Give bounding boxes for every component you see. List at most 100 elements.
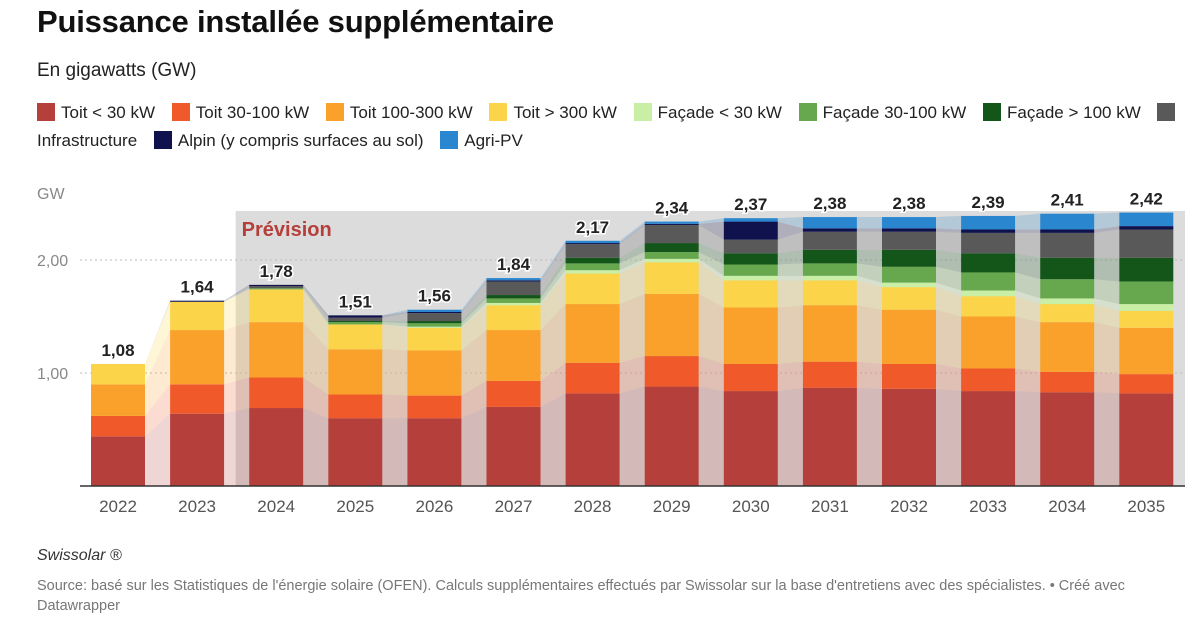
connector-band (461, 406, 487, 486)
bar-segment (328, 322, 383, 325)
legend-label: Façade > 100 kW (1007, 103, 1141, 122)
bar-segment (565, 263, 620, 271)
x-tick-label: 2033 (969, 497, 1007, 516)
connector-band (856, 217, 882, 229)
bar-segment (644, 243, 699, 253)
connector-band (540, 304, 566, 381)
connector-band (382, 311, 408, 318)
connector-band (461, 302, 487, 328)
bar-segment (1119, 257, 1174, 282)
connector-band (1015, 272, 1041, 299)
bar-segment (882, 363, 936, 389)
bar-segment (486, 281, 541, 296)
connector-band (1015, 232, 1041, 258)
legend-swatch (633, 103, 652, 121)
connector-band (540, 243, 566, 282)
connector-band (303, 285, 329, 322)
bar-segment (1040, 257, 1095, 280)
total-label: 2,39 (972, 193, 1005, 212)
bar-segment (407, 309, 462, 312)
bar-segment (882, 282, 936, 288)
connector-band (224, 289, 250, 331)
bar-segment (565, 393, 620, 486)
connector-band (777, 305, 803, 364)
bar-segment (882, 388, 936, 486)
bar-segment (565, 243, 620, 245)
connector-band (382, 309, 408, 316)
bar-segment (1119, 212, 1174, 227)
bar-segment (802, 361, 857, 388)
bar-segment (882, 266, 936, 283)
bar-segment (961, 215, 1016, 230)
bar-segment (1119, 310, 1174, 328)
connector-band (1015, 316, 1041, 372)
connector-band (1015, 391, 1041, 486)
bar-segment (802, 387, 857, 486)
bar-segment (1040, 213, 1095, 230)
bar-segment (882, 309, 936, 364)
bar-segment (1119, 327, 1174, 375)
connector-band (1015, 229, 1041, 233)
bar-segment (170, 413, 225, 486)
bar-segment (882, 217, 936, 229)
bar-segment (407, 327, 462, 351)
bar-segment (486, 330, 541, 381)
bar-segment (328, 317, 383, 322)
connector-band (619, 223, 645, 245)
forecast-region (235, 211, 1185, 486)
x-tick-label: 2029 (653, 497, 691, 516)
legend-item: Toit 30-100 kW (171, 103, 310, 122)
total-label: 2,34 (655, 199, 689, 218)
total-label: 1,56 (418, 287, 451, 306)
connector-band (936, 231, 962, 254)
connector-band (224, 285, 250, 302)
connector-band (856, 387, 882, 486)
forecast-label: Prévision (242, 219, 332, 241)
bar-segment (407, 350, 462, 396)
connector-band (303, 289, 329, 350)
legend-swatch (325, 103, 344, 121)
chart-title: Puissance installée supplémentaire (37, 4, 554, 39)
connector-band (698, 356, 724, 392)
bar-segment (802, 249, 857, 264)
total-label: 2,41 (1051, 191, 1084, 210)
legend-label: Toit 30-100 kW (195, 103, 310, 122)
bar-segment (1119, 393, 1174, 486)
bar-segment (723, 391, 778, 486)
bar-segment (91, 415, 145, 437)
connector-band (224, 288, 250, 302)
x-tick-label: 2031 (811, 497, 849, 516)
total-label: 2,17 (576, 218, 609, 237)
connector-band (224, 322, 250, 385)
connector-band (1015, 296, 1041, 323)
connector-band (698, 258, 724, 281)
connector-band (936, 388, 962, 486)
connector-band (1094, 298, 1120, 311)
connector-band (698, 386, 724, 486)
total-label: 2,42 (1130, 190, 1163, 209)
bar-segment (1119, 226, 1174, 230)
bar-segment (91, 363, 145, 385)
y-tick-label: 1,00 (37, 366, 68, 383)
bar-segment (328, 315, 383, 318)
bar-segment (802, 280, 857, 306)
bar-segment (961, 296, 1016, 317)
connector-band (619, 356, 645, 394)
legend-label: Toit 100-300 kW (349, 103, 473, 122)
brand-credit: Swissolar ® (37, 547, 122, 564)
bar-segment (1040, 229, 1095, 233)
legend-swatch (37, 103, 55, 121)
connector-band (1094, 212, 1120, 230)
bar-segment (882, 287, 936, 310)
chart-subtitle: En gigawatts (GW) (37, 60, 197, 81)
x-tick-label: 2028 (574, 497, 612, 516)
connector-band (698, 221, 724, 240)
connector-band (777, 263, 803, 276)
bar-segment (961, 253, 1016, 273)
bar-segment (328, 349, 383, 395)
legend-item: Façade < 30 kW (633, 103, 782, 122)
bar-segment (486, 280, 541, 282)
bar-segment (961, 272, 1016, 291)
bar-segment (1040, 279, 1095, 299)
total-label: 1,64 (181, 278, 215, 297)
